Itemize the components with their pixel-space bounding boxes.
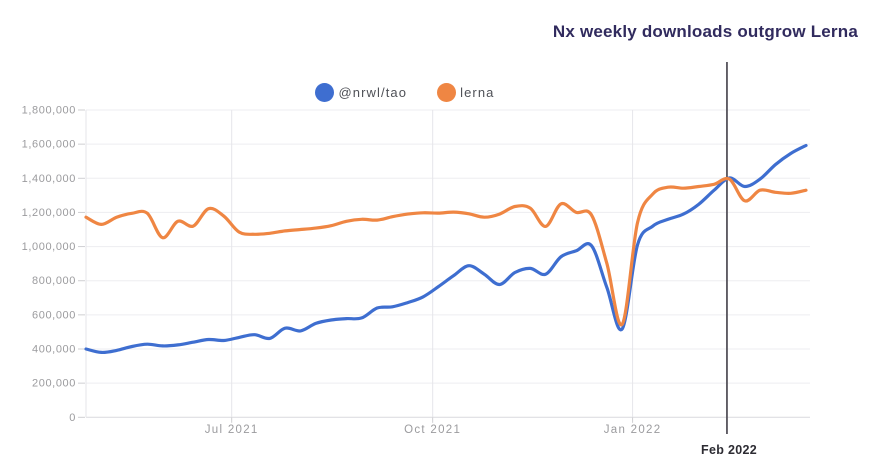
lerna-color-dot-icon [437, 83, 457, 102]
x-axis-label: Oct 2021 [404, 424, 461, 436]
legend: @nrwl/tao lerna [0, 83, 810, 102]
chart-title: Nx weekly downloads outgrow Lerna [552, 22, 858, 41]
x-axis-label: Jan 2022 [604, 424, 662, 436]
y-axis-label: 1,400,000 [22, 173, 76, 185]
legend-label-nrwl-tao: @nrwl/tao [338, 85, 408, 100]
legend-item-lerna[interactable]: lerna [437, 83, 494, 102]
annotation-label: Feb 2022 [701, 443, 757, 457]
series-line-nrwl-tao[interactable] [84, 143, 808, 355]
y-axis-label: 1,800,000 [22, 105, 76, 117]
y-axis-label: 800,000 [32, 275, 76, 287]
y-axis-label: 1,600,000 [22, 139, 76, 151]
y-axis-label: 0 [69, 412, 76, 424]
y-axis-label: 200,000 [32, 378, 76, 390]
series-line-lerna[interactable] [84, 176, 808, 327]
legend-item-nrwl-tao[interactable]: @nrwl/tao [315, 83, 407, 102]
y-axis-label: 400,000 [32, 344, 76, 356]
y-axis-label: 1,000,000 [22, 241, 76, 253]
y-axis-label: 1,200,000 [22, 207, 76, 219]
legend-label-lerna: lerna [460, 85, 495, 100]
nrwl-tao-color-dot-icon [315, 83, 335, 102]
y-axis-label: 600,000 [32, 309, 76, 321]
x-axis-label: Jul 2021 [205, 424, 259, 436]
